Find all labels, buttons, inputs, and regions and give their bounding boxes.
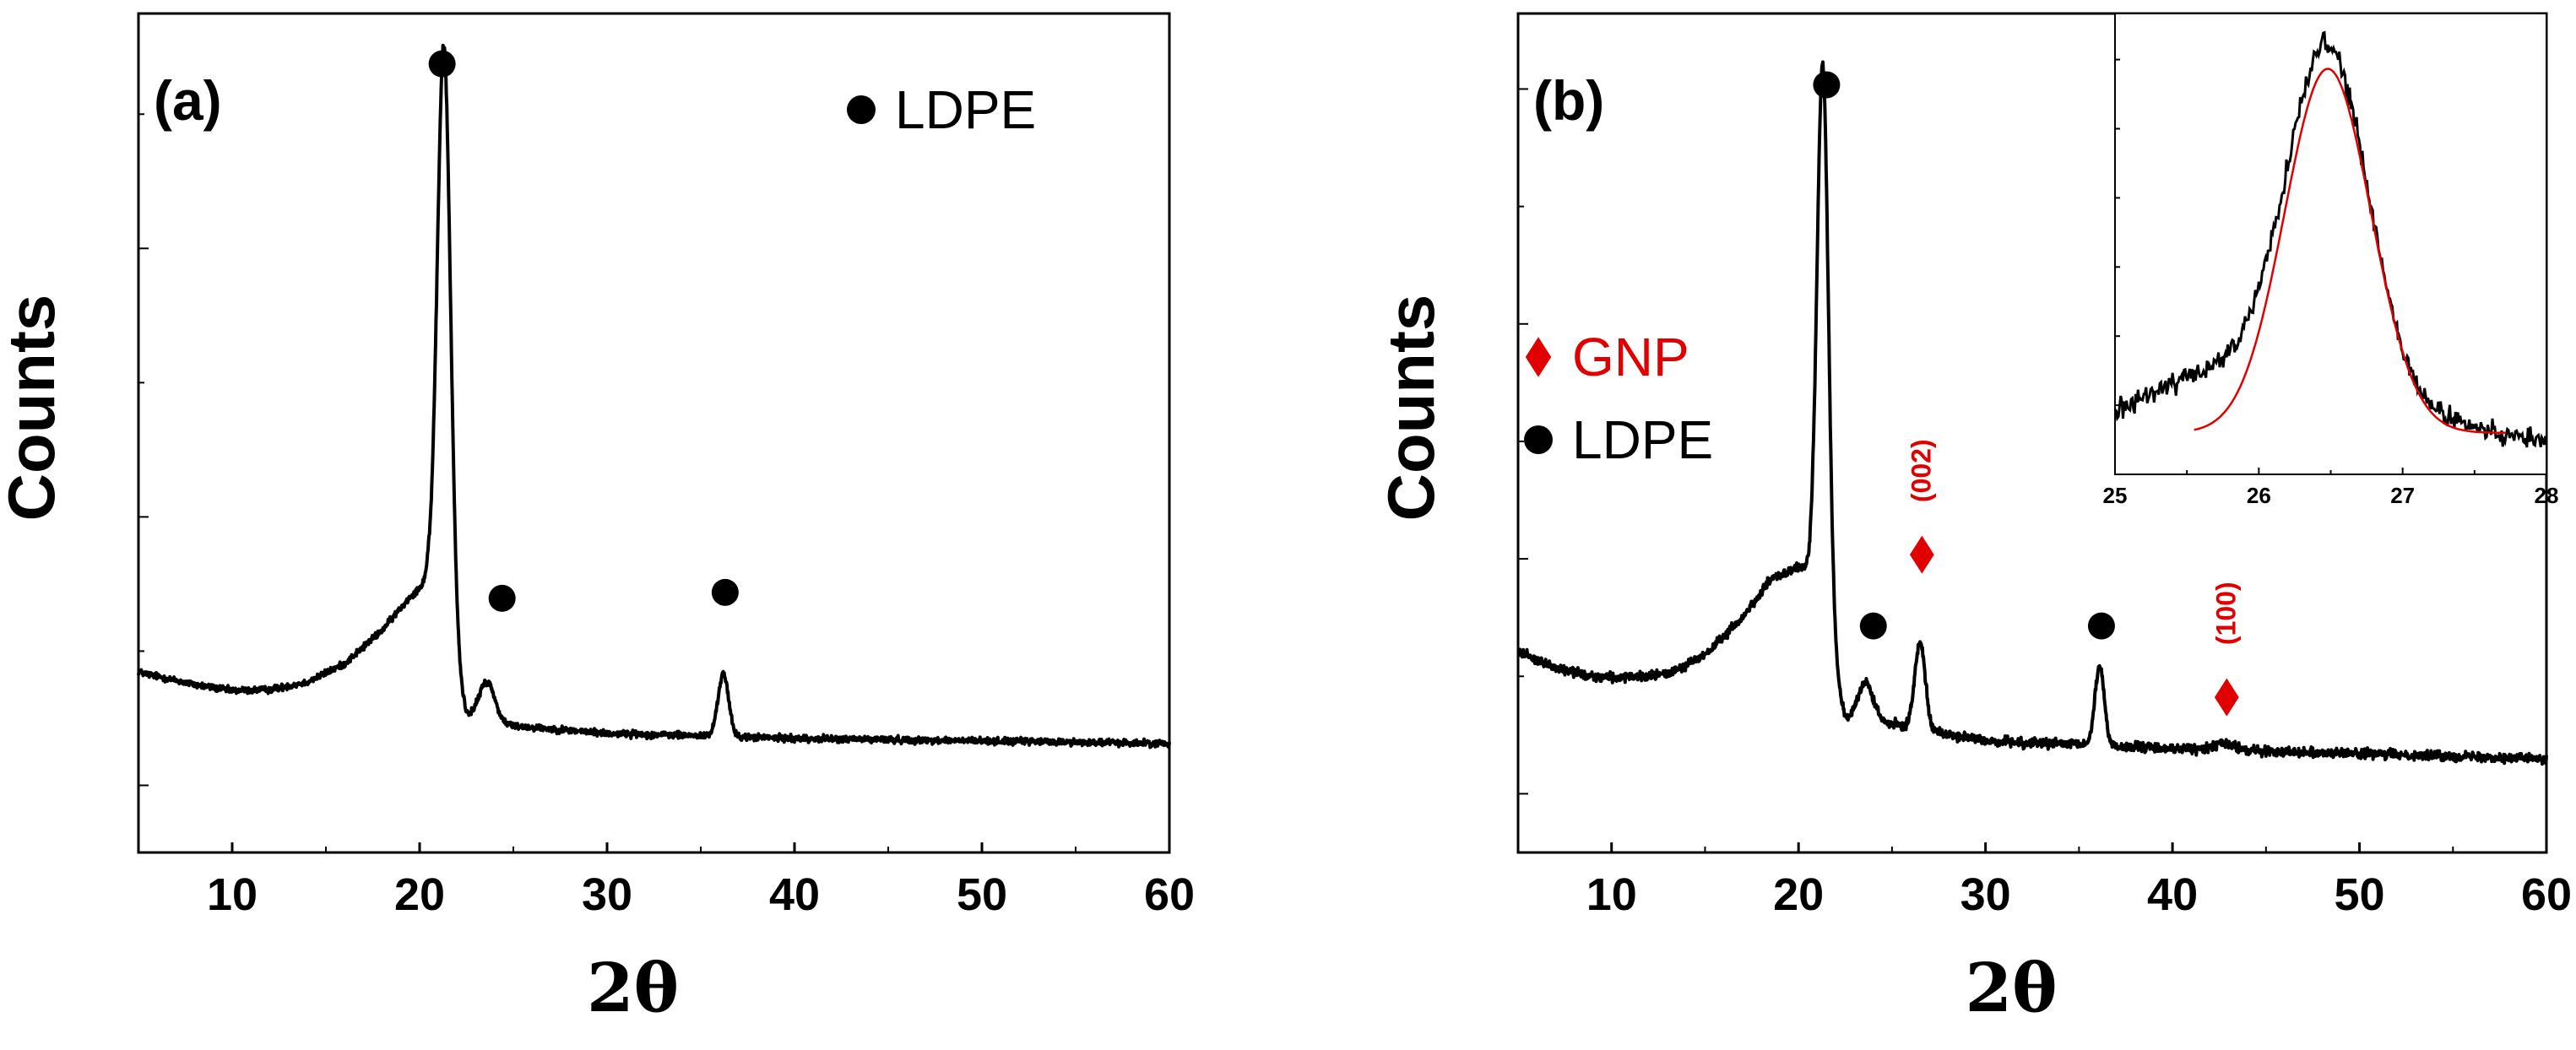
series-line-0 [137,43,1171,750]
x-tick-label: 20 [394,869,445,920]
x-axis-title: 2θ [1965,948,2057,1027]
legend-label: LDPE [1572,409,1713,470]
miller-index-label: (100) [2210,582,2241,645]
panel-label: (a) [154,69,222,132]
x-tick-label: 40 [769,869,820,920]
panel-label: (b) [1533,69,1604,132]
inset-x-tick-label: 28 [2535,483,2559,508]
x-axis-title: 2θ [587,948,679,1027]
inset-frame [2114,13,2547,475]
x-tick-label: 20 [1773,869,1824,920]
legend: LDPE [847,79,1036,140]
peak-marker-circle [2087,612,2115,640]
inset-x-tick-label: 25 [2103,483,2128,508]
legend-marker-circle [1524,425,1553,454]
inset-series-fit [2194,68,2506,435]
peak-marker-circle [428,50,456,78]
x-tick-label: 60 [1144,869,1195,920]
miller-index-label: (002) [1906,439,1936,502]
legend-label: GNP [1572,327,1689,387]
peak-marker-diamond [1909,535,1934,574]
y-axis-title: Counts [0,295,68,522]
legend-marker-circle [847,95,876,124]
peak-marker-circle [1813,71,1841,99]
x-tick-label: 40 [2147,869,2198,920]
inset-x-tick-label: 26 [2247,483,2271,508]
peak-marker-circle [1859,612,1887,640]
x-tick-label: 60 [2521,869,2572,920]
x-tick-label: 30 [1960,869,2011,920]
panel-a: 10 20 30 40 50 60 2θ Counts (a) LDPE [0,12,1195,1027]
inset-x-tick-label: 27 [2390,483,2415,508]
panel-b: 10 20 30 40 50 60 2θ Counts (b) (002) (100) GNP LDPE… [1374,12,2572,1027]
x-tick-label: 10 [207,869,258,920]
peak-marker-circle [711,578,739,606]
peak-marker-circle [488,584,516,612]
legend-label: LDPE [895,79,1036,140]
peak-marker-diamond [2214,678,2239,717]
x-tick-label: 30 [582,869,632,920]
inset-series-data [2113,30,2547,448]
plot-frame [137,12,1171,854]
legend-marker-diamond [1525,337,1552,377]
x-tick-label: 50 [2335,869,2385,920]
legend: GNP LDPE [1524,327,1713,470]
x-tick-label: 10 [1586,869,1637,920]
y-axis-title: Counts [1374,295,1448,522]
inset-plot: 25 26 27 28 [2103,13,2559,508]
x-tick-label: 50 [957,869,1007,920]
series-line-0 [1516,60,2548,766]
